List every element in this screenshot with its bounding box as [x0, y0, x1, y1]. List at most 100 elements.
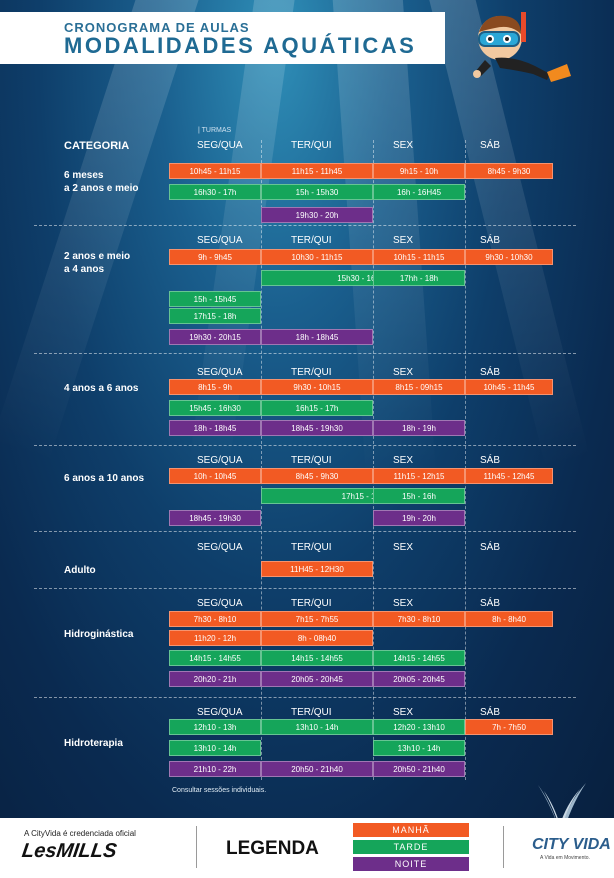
day-header: SEG/QUA — [197, 542, 243, 553]
class-slot: 15h - 15h30 — [261, 184, 373, 200]
class-slot: 20h05 - 20h45 — [373, 671, 465, 687]
class-slot: 17hh - 18h — [373, 270, 465, 286]
class-slot: 11h45 - 12h45 — [465, 468, 553, 484]
class-slot: 10h30 - 11h15 — [261, 249, 373, 265]
day-header: SEX — [393, 367, 414, 378]
category-label: 6 meses a 2 anos e meio — [64, 170, 139, 194]
row-divider — [34, 445, 576, 446]
class-slot: 10h - 10h45 — [169, 468, 261, 484]
column-divider — [261, 140, 262, 780]
cityvida-brand: CITY VIDA — [532, 836, 611, 853]
class-slot: 18h - 18h45 — [169, 420, 261, 436]
class-slot: 9h - 9h45 — [169, 249, 261, 265]
day-header: TER/QUI — [291, 707, 332, 718]
footer-divider — [503, 826, 504, 868]
day-header: SEG/QUA — [197, 367, 243, 378]
day-header: TER/QUI — [291, 140, 332, 151]
row-divider — [34, 531, 576, 532]
day-header: SEX — [393, 598, 414, 609]
day-header: SEX — [393, 542, 414, 553]
footer-divider — [196, 826, 197, 868]
day-header: SEX — [393, 455, 414, 466]
class-slot: 7h - 7h50 — [465, 719, 553, 735]
category-label: Hidroterapia — [64, 738, 123, 749]
cityvida-tagline: A Vida em Movimento. — [540, 855, 590, 861]
day-header: SÁB — [480, 542, 501, 553]
class-slot: 19h - 20h — [373, 510, 465, 526]
row-divider — [34, 225, 576, 226]
class-slot: 14h15 - 14h55 — [169, 650, 261, 666]
class-slot: 8h - 08h40 — [261, 630, 373, 646]
day-header: TER/QUI — [291, 598, 332, 609]
class-slot: 9h30 - 10h30 — [465, 249, 553, 265]
category-header: CATEGORIA — [64, 140, 130, 152]
class-slot: 11H45 - 12H30 — [261, 561, 373, 577]
day-header: TER/QUI — [291, 455, 332, 466]
title-line-2: MODALIDADES AQUÁTICAS — [64, 33, 417, 58]
class-slot: 11h20 - 12h — [169, 630, 261, 646]
legend-tarde: TARDE — [353, 840, 469, 854]
row-divider — [34, 697, 576, 698]
class-slot: 7h30 - 8h10 — [169, 611, 261, 627]
class-slot: 18h - 18h45 — [261, 329, 373, 345]
class-slot: 10h15 - 11h15 — [373, 249, 465, 265]
legend-noite: NOITE — [353, 857, 469, 871]
class-slot: 7h30 - 8h10 — [373, 611, 465, 627]
class-slot: 17h15 - 18h — [169, 308, 261, 324]
class-slot: 10h45 - 11h15 — [169, 163, 261, 179]
day-header: SÁB — [480, 235, 501, 246]
day-header: SEG/QUA — [197, 455, 243, 466]
class-slot: 11h15 - 11h45 — [261, 163, 373, 179]
footnote: Consultar sessões individuais. — [172, 787, 267, 794]
class-slot: 15h - 16h — [373, 488, 465, 504]
day-header: SÁB — [480, 598, 501, 609]
class-slot: 20h05 - 20h45 — [261, 671, 373, 687]
class-slot: 21h10 - 22h — [169, 761, 261, 777]
class-slot: 12h20 - 13h10 — [373, 719, 465, 735]
day-header: TER/QUI — [291, 542, 332, 553]
day-header: TER/QUI — [291, 235, 332, 246]
class-slot: 8h15 - 09h15 — [373, 379, 465, 395]
category-label: 6 anos a 10 anos — [64, 473, 145, 484]
day-header: SÁB — [480, 367, 501, 378]
class-slot: 20h50 - 21h40 — [261, 761, 373, 777]
class-slot: 14h15 - 14h55 — [261, 650, 373, 666]
legend-title: LEGENDA — [226, 838, 319, 859]
class-slot: 8h45 - 9h30 — [465, 163, 553, 179]
category-label: Adulto — [64, 565, 96, 576]
turmas-label: | TURMAS — [198, 127, 232, 134]
day-header: SEG/QUA — [197, 235, 243, 246]
footer — [0, 818, 614, 878]
class-slot: 9h30 - 10h15 — [261, 379, 373, 395]
column-divider — [465, 140, 466, 780]
class-slot: 13h10 - 14h — [261, 719, 373, 735]
class-slot: 19h30 - 20h15 — [169, 329, 261, 345]
row-divider — [34, 588, 576, 589]
title-banner — [0, 12, 445, 64]
day-header: SEX — [393, 707, 414, 718]
category-label: 4 anos a 6 anos — [64, 383, 139, 394]
lesmills-logo: LesMILLS — [20, 840, 119, 862]
day-header: SEG/QUA — [197, 598, 243, 609]
day-header: SEX — [393, 140, 414, 151]
day-header: SÁB — [480, 140, 501, 151]
legend-manha: MANHÃ — [353, 823, 469, 837]
class-slot: 8h15 - 9h — [169, 379, 261, 395]
class-slot: 13h10 - 14h — [373, 740, 465, 756]
class-slot: 19h30 - 20h — [261, 207, 373, 223]
class-slot: 15h - 15h45 — [169, 291, 261, 307]
diver-illustration — [473, 12, 571, 82]
class-slot: 9h15 - 10h — [373, 163, 465, 179]
category-label: Hidroginástica — [64, 629, 134, 640]
class-slot: 18h45 - 19h30 — [261, 420, 373, 436]
day-header: SEG/QUA — [197, 707, 243, 718]
day-header: SEX — [393, 235, 414, 246]
class-slot: 16h15 - 17h — [261, 400, 373, 416]
class-slot: 7h15 - 7h55 — [261, 611, 373, 627]
credential-text: A CityVida é credenciada oficial — [24, 829, 136, 838]
class-slot: 18h - 19h — [373, 420, 465, 436]
column-divider — [373, 140, 374, 780]
title-line-1: CRONOGRAMA DE AULAS — [64, 20, 250, 35]
class-slot: 12h10 - 13h — [169, 719, 261, 735]
class-slot: 16h - 16H45 — [373, 184, 465, 200]
